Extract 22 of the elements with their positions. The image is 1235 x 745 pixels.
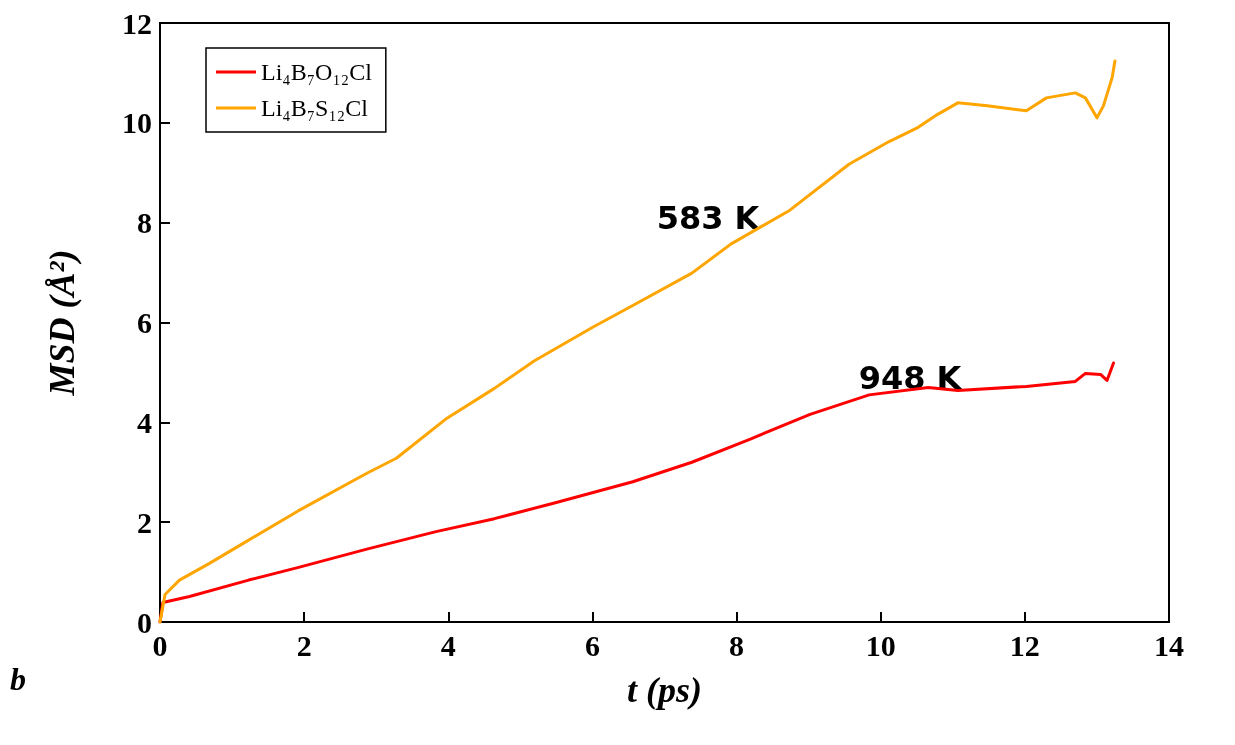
- y-tick-label: 10: [122, 106, 152, 140]
- y-tick-label: 6: [137, 306, 152, 339]
- legend-label: Li₄B₇S₁₂Cl: [261, 95, 369, 121]
- y-tick-label: 2: [137, 505, 152, 539]
- y-tick-label: 12: [122, 6, 152, 40]
- y-tick-label: 0: [137, 605, 152, 639]
- annotation: 583 K: [656, 199, 761, 237]
- x-tick-label: 14: [1154, 628, 1184, 662]
- x-tick-label: 12: [1009, 628, 1040, 662]
- legend-label: Li₄B₇O₁₂Cl: [261, 59, 373, 85]
- x-tick-label: 2: [296, 628, 312, 662]
- y-tick-label: 4: [137, 405, 152, 439]
- x-tick-label: 4: [440, 628, 456, 662]
- y-axis-title: MSD (Å²): [42, 249, 82, 397]
- annotation: 948 K: [858, 359, 963, 397]
- text: b: [10, 661, 26, 697]
- y-tick-label: 8: [137, 206, 152, 240]
- x-axis-title: t (ps): [627, 670, 702, 710]
- x-tick-label: 10: [865, 628, 896, 662]
- x-tick-label: 8: [729, 628, 745, 662]
- x-tick-label: 6: [584, 628, 600, 662]
- line-series: [158, 59, 1117, 624]
